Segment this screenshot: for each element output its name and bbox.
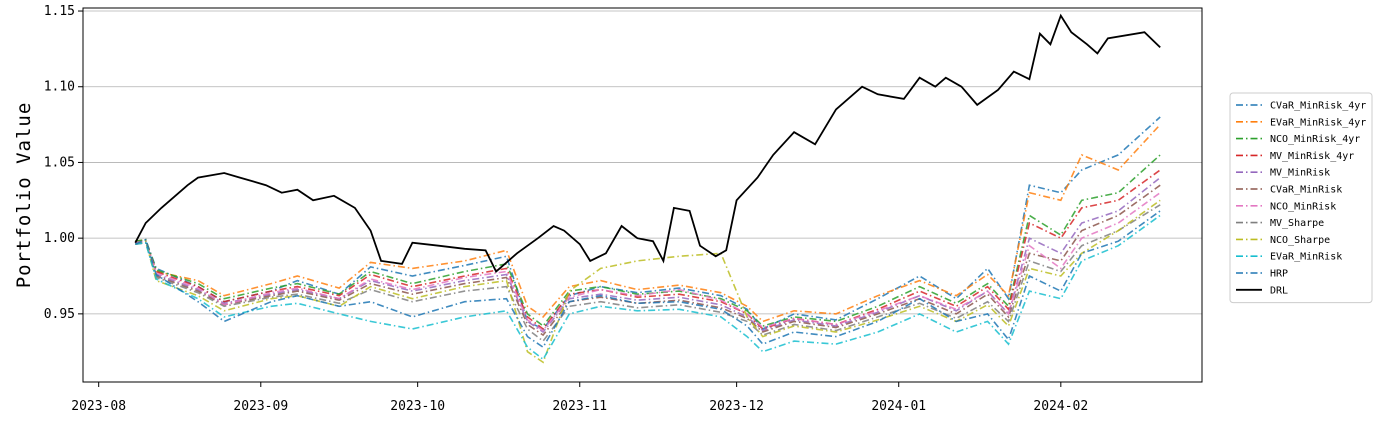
x-tick-label: 2024-02 xyxy=(1033,399,1088,414)
x-tick-label: 2023-12 xyxy=(709,399,764,414)
axis-layer: 0.95 1.00 1.05 1.10 1.15 2023-08 2023-09 2023-1… xyxy=(44,4,1089,414)
series-line-mv-minrisk-4yr xyxy=(135,169,1161,331)
legend: CVaR_MinRisk_4yr EVaR_MinRisk_4yr NCO_MinR… xyxy=(1229,92,1373,304)
series-layer xyxy=(134,13,1161,364)
legend-label-nco-sharpe: NCO_Sharpe xyxy=(1270,235,1330,246)
legend-label-hrp: HRP xyxy=(1270,269,1288,280)
legend-label-mv-minrisk: MV_MinRisk xyxy=(1270,168,1330,179)
legend-label-mv-minrisk-4yr: MV_MinRisk_4yr xyxy=(1270,151,1354,162)
plot-frame xyxy=(82,7,1203,383)
y-axis-label: Portfolio Value xyxy=(13,102,35,289)
legend-label-nco-minrisk-4yr: NCO_MinRisk_4yr xyxy=(1270,134,1360,145)
x-tick-label: 2023-11 xyxy=(552,399,607,414)
y-tick-label: 1.05 xyxy=(44,155,75,170)
series-line-mv-sharpe xyxy=(135,204,1161,343)
series-line-cvar-minrisk-4yr xyxy=(135,116,1161,331)
legend-label-nco-minrisk: NCO_MinRisk xyxy=(1270,201,1336,212)
legend-label-cvar-minrisk: CVaR_MinRisk xyxy=(1270,185,1342,196)
y-tick-label: 0.95 xyxy=(44,307,75,322)
x-tick-label: 2023-10 xyxy=(390,399,445,414)
grid-layer xyxy=(83,10,1202,315)
legend-label-evar-minrisk: EVaR_MinRisk xyxy=(1270,252,1342,263)
series-line-nco-minrisk-4yr xyxy=(135,154,1161,328)
legend-label-mv-sharpe: MV_Sharpe xyxy=(1270,218,1324,229)
legend-label-evar-minrisk-4yr: EVaR_MinRisk_4yr xyxy=(1270,117,1366,128)
y-tick-label: 1.10 xyxy=(44,80,75,95)
y-tick-label: 1.15 xyxy=(44,4,75,19)
x-tick-label: 2023-09 xyxy=(233,399,288,414)
series-line-cvar-minrisk xyxy=(135,184,1161,337)
legend-box xyxy=(1229,92,1373,304)
x-tick-label: 2023-08 xyxy=(71,399,126,414)
legend-label-cvar-minrisk-4yr: CVaR_MinRisk_4yr xyxy=(1270,101,1366,112)
series-line-hrp xyxy=(134,210,1161,349)
series-line-mv-minrisk xyxy=(135,176,1161,334)
y-tick-label: 1.00 xyxy=(44,231,75,246)
series-line-evar-minrisk-4yr xyxy=(135,124,1161,323)
legend-label-drl: DRL xyxy=(1270,285,1288,296)
series-line-drl xyxy=(134,13,1161,273)
series-line-evar-minrisk xyxy=(135,214,1161,361)
x-tick-label: 2024-01 xyxy=(871,399,926,414)
series-line-nco-minrisk xyxy=(135,192,1161,332)
